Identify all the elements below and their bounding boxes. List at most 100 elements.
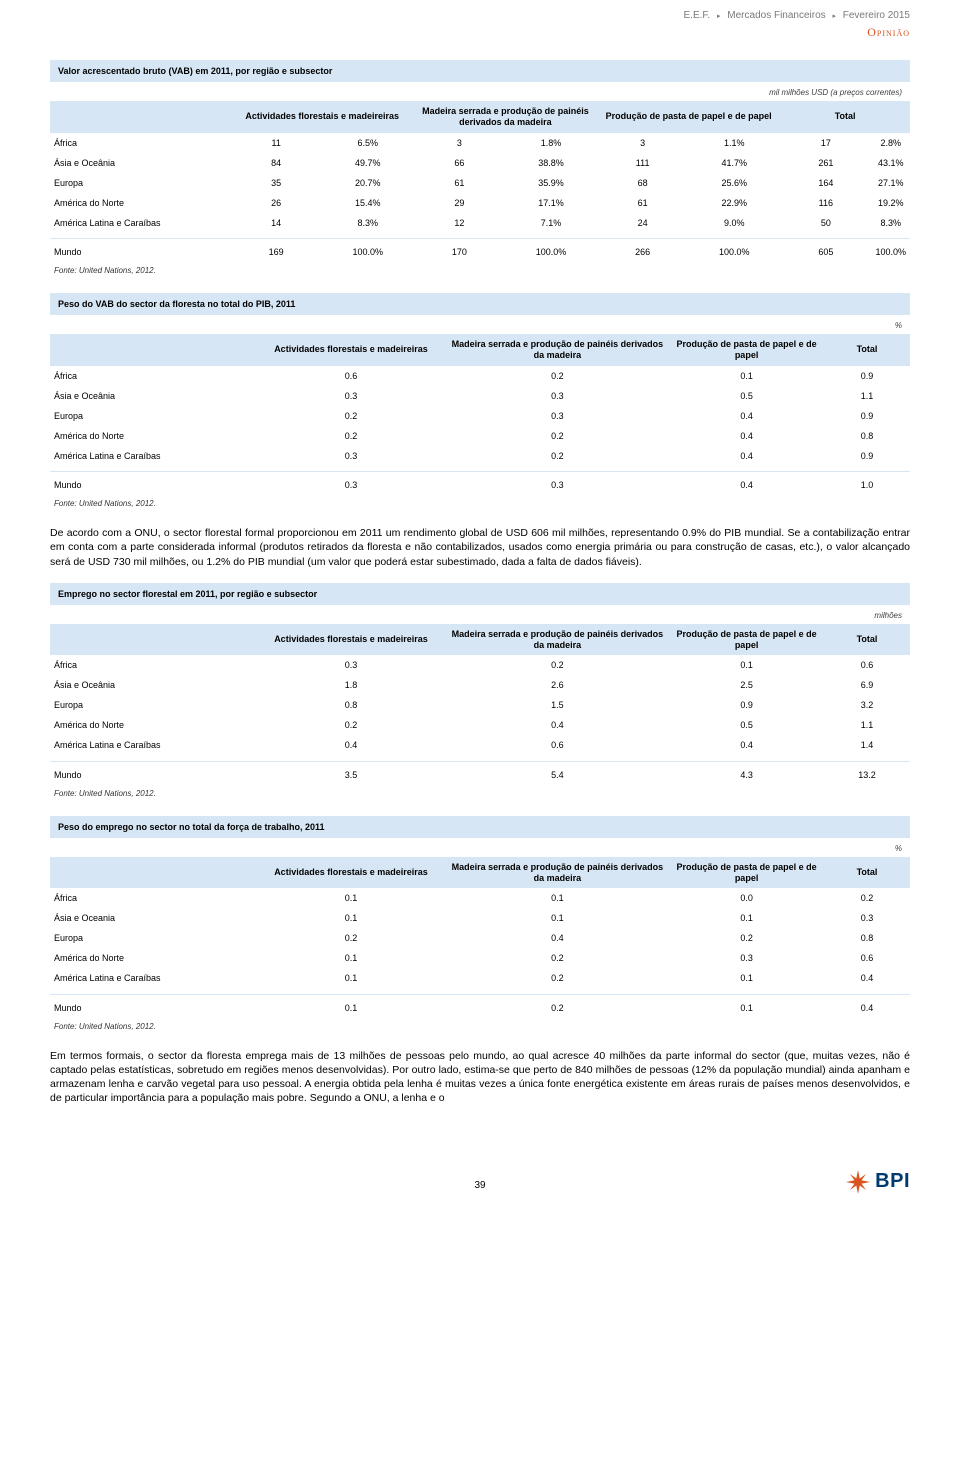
cell: 17.1% [505,193,597,213]
cell: 49.7% [322,153,414,173]
col-header: Produção de pasta de papel e de papel [597,101,780,133]
cell: 2.5 [669,675,824,695]
cell: América Latina e Caraíbas [50,446,256,466]
cell: América do Norte [50,948,256,968]
cell: 0.4 [446,928,670,948]
document-header: E.E.F. ▸ Mercados Financeiros ▸ Fevereir… [0,0,960,25]
table-source: Fonte: United Nations, 2012. [50,495,910,508]
cell: África [50,366,256,386]
cell: 11 [231,133,322,153]
cell: 6.9 [824,675,910,695]
cell: 0.4 [669,426,824,446]
cell: 27.1% [871,173,910,193]
cell: América do Norte [50,715,256,735]
cell: 0.3 [446,386,670,406]
table-row: Europa3520.7%6135.9%6825.6%16427.1% [50,173,910,193]
cell: 0.4 [446,715,670,735]
col-header: Produção de pasta de papel e de papel [669,334,824,366]
cell: Ásia e Oceânia [50,386,256,406]
table-unit: % [50,838,910,857]
cell: 2.8% [871,133,910,153]
cell: América Latina e Caraíbas [50,213,231,233]
table-source: Fonte: United Nations, 2012. [50,262,910,275]
table-emprego: Emprego no sector florestal em 2011, por… [50,583,910,798]
logo-text: BPI [875,1170,910,1193]
cell: 1.1 [824,386,910,406]
cell: 0.4 [824,968,910,988]
col-header: Total [824,624,910,656]
cell: 266 [597,239,688,263]
cell: 66 [414,153,505,173]
col-header: Actividades florestais e madeireiras [231,101,414,133]
cell: Europa [50,928,256,948]
cell: Mundo [50,239,231,263]
cell: 0.2 [256,426,445,446]
cell: Mundo [50,994,256,1018]
col-header [50,857,256,889]
cell: 0.8 [256,695,445,715]
cell: 22.9% [688,193,780,213]
cell: América Latina e Caraíbas [50,735,256,755]
data-table: Actividades florestais e madeireiras Mad… [50,624,910,785]
table-source: Fonte: United Nations, 2012. [50,785,910,798]
col-header: Produção de pasta de papel e de papel [669,857,824,889]
table-peso-vab: Peso do VAB do sector da floresta no tot… [50,293,910,508]
cell: 0.8 [824,928,910,948]
table-row: Ásia e Oceânia8449.7%6638.8%11141.7%2614… [50,153,910,173]
cell: 0.9 [824,446,910,466]
cell: 38.8% [505,153,597,173]
cell: 1.1 [824,715,910,735]
header-sep-icon: ▸ [717,13,721,20]
cell: 0.4 [824,994,910,1018]
cell: 3 [414,133,505,153]
col-header [50,624,256,656]
cell: 41.7% [688,153,780,173]
cell: Ásia e Oceânia [50,675,256,695]
cell: 1.5 [446,695,670,715]
cell: Europa [50,406,256,426]
cell: 100.0% [505,239,597,263]
cell: 0.4 [669,446,824,466]
cell: 0.1 [446,888,670,908]
cell: 8.3% [871,213,910,233]
cell: 25.6% [688,173,780,193]
cell: 19.2% [871,193,910,213]
table-title: Peso do VAB do sector da floresta no tot… [50,293,910,315]
cell: 0.1 [669,366,824,386]
col-header: Madeira serrada e produção de painéis de… [414,101,597,133]
cell: 0.2 [446,446,670,466]
cell: 0.6 [256,366,445,386]
cell: 50 [780,213,871,233]
cell: África [50,655,256,675]
table-row: Europa0.20.30.40.9 [50,406,910,426]
table-total-row: Mundo0.10.20.10.4 [50,994,910,1018]
cell: Europa [50,173,231,193]
cell: 0.2 [446,968,670,988]
cell: 0.3 [446,406,670,426]
cell: 1.8 [256,675,445,695]
cell: 100.0% [322,239,414,263]
table-row: Ásia e Oceania0.10.10.10.3 [50,908,910,928]
col-header [50,101,231,133]
header-section: Mercados Financeiros [727,10,825,21]
cell: 0.1 [669,908,824,928]
table-unit: % [50,315,910,334]
data-table: Actividades florestais e madeireiras Mad… [50,101,910,262]
page-footer: 39 BPI [0,1180,960,1191]
cell: 0.1 [256,908,445,928]
cell: 0.2 [446,655,670,675]
section-label: Opinião [0,25,960,50]
cell: 0.6 [824,655,910,675]
cell: África [50,133,231,153]
cell: Ásia e Oceânia [50,153,231,173]
cell: 1.1% [688,133,780,153]
col-header: Actividades florestais e madeireiras [256,334,445,366]
cell: 0.3 [256,655,445,675]
cell: 605 [780,239,871,263]
table-row: Europa0.20.40.20.8 [50,928,910,948]
cell: 116 [780,193,871,213]
cell: 1.0 [824,472,910,496]
cell: 0.1 [256,994,445,1018]
table-unit: milhões [50,605,910,624]
cell: 9.0% [688,213,780,233]
